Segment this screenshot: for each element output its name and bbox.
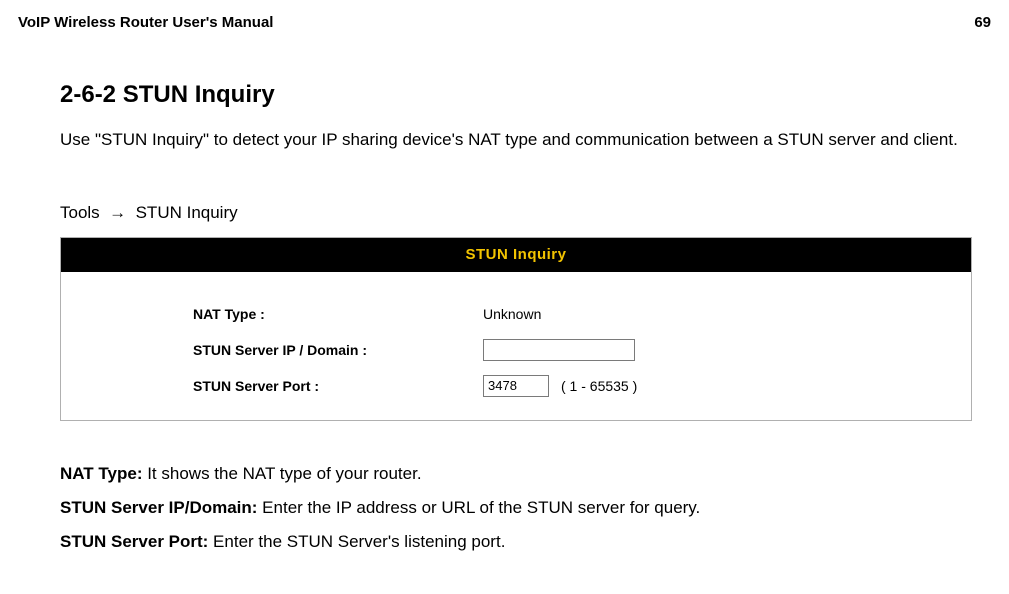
label-nat-type: NAT Type :	[61, 306, 483, 322]
def-term-server-port: STUN Server Port:	[60, 532, 208, 551]
section-intro: Use "STUN Inquiry" to detect your IP sha…	[60, 127, 971, 153]
definitions: NAT Type: It shows the NAT type of your …	[60, 457, 971, 559]
def-desc-nat-type: It shows the NAT type of your router.	[142, 464, 421, 483]
section-title: 2-6-2 STUN Inquiry	[60, 81, 971, 109]
page-header: VoIP Wireless Router User's Manual 69	[18, 14, 991, 31]
stun-inquiry-panel: STUN Inquiry NAT Type : Unknown STUN Ser…	[60, 237, 972, 421]
page-number: 69	[974, 14, 991, 31]
panel-body: NAT Type : Unknown STUN Server IP / Doma…	[61, 272, 971, 420]
breadcrumb-right: STUN Inquiry	[136, 203, 238, 222]
page: VoIP Wireless Router User's Manual 69 2-…	[0, 0, 1009, 579]
def-nat-type: NAT Type: It shows the NAT type of your …	[60, 457, 971, 491]
def-server-port: STUN Server Port: Enter the STUN Server'…	[60, 525, 971, 559]
row-nat-type: NAT Type : Unknown	[61, 296, 971, 332]
label-server-port: STUN Server Port :	[61, 378, 483, 394]
def-term-nat-type: NAT Type:	[60, 464, 142, 483]
def-desc-server-ip: Enter the IP address or URL of the STUN …	[257, 498, 700, 517]
port-range-hint: ( 1 - 65535 )	[561, 378, 637, 394]
row-server-ip: STUN Server IP / Domain :	[61, 332, 971, 368]
breadcrumb-left: Tools	[60, 203, 100, 222]
def-desc-server-port: Enter the STUN Server's listening port.	[208, 532, 505, 551]
row-server-port: STUN Server Port : ( 1 - 65535 )	[61, 368, 971, 404]
doc-title: VoIP Wireless Router User's Manual	[18, 14, 273, 31]
input-server-port[interactable]	[483, 375, 549, 397]
label-server-ip: STUN Server IP / Domain :	[61, 342, 483, 358]
value-nat-type: Unknown	[483, 306, 541, 322]
panel-title: STUN Inquiry	[61, 238, 971, 272]
def-term-server-ip: STUN Server IP/Domain:	[60, 498, 257, 517]
def-server-ip: STUN Server IP/Domain: Enter the IP addr…	[60, 491, 971, 525]
breadcrumb-arrow: →	[109, 203, 126, 222]
content-area: 2-6-2 STUN Inquiry Use "STUN Inquiry" to…	[18, 81, 991, 559]
input-server-ip[interactable]	[483, 339, 635, 361]
breadcrumb: Tools → STUN Inquiry	[60, 203, 971, 223]
